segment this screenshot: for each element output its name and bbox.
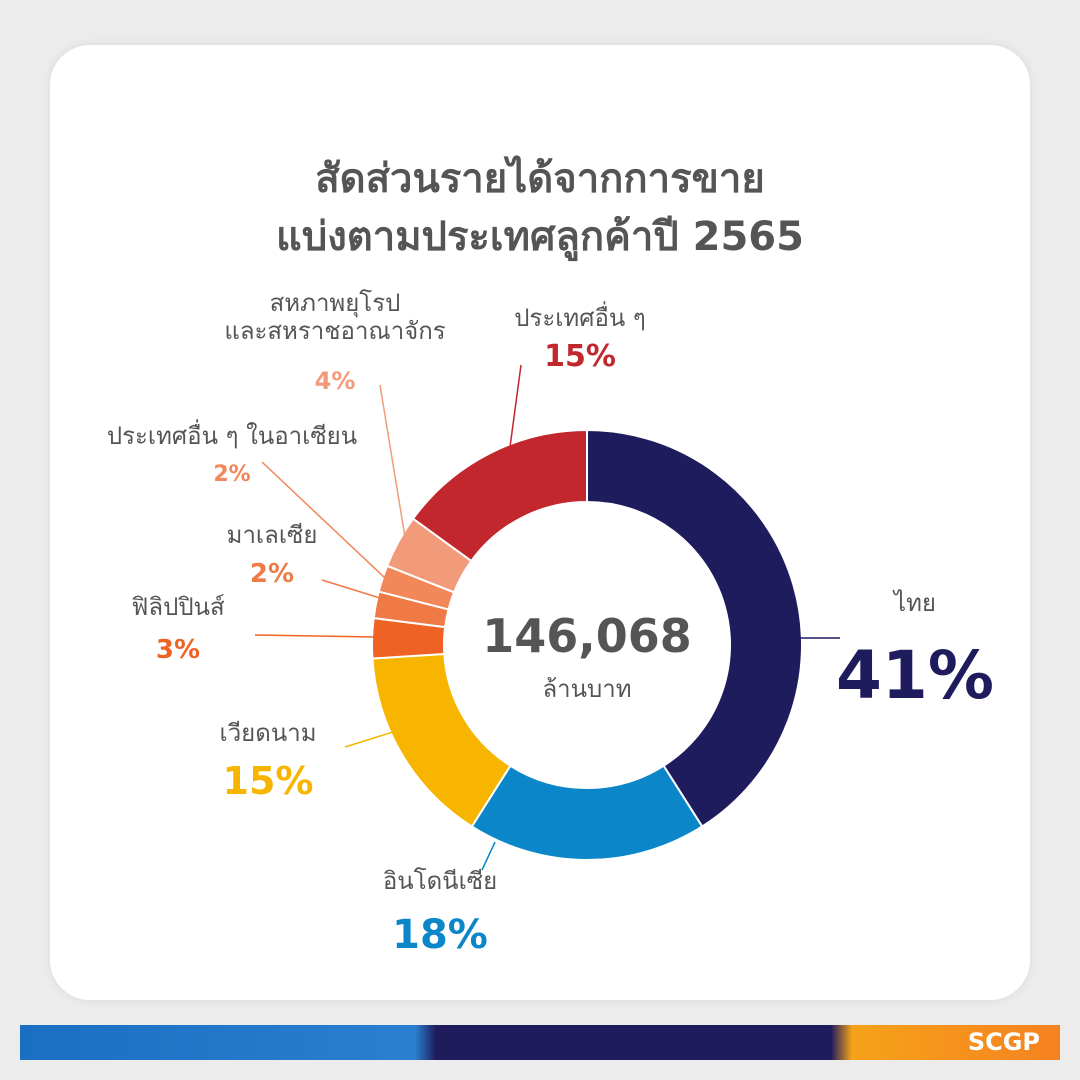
category-label: ประเทศอื่น ๆ ในอาเซียน — [106, 422, 358, 450]
category-label: สหภาพยุโรป และสหราชอาณาจักร — [224, 289, 446, 345]
category-label: ประเทศอื่น ๆ — [514, 304, 646, 332]
center-label: ล้านบาท — [542, 675, 631, 703]
value-label: 4% — [314, 367, 356, 395]
category-label: ไทย — [894, 589, 936, 617]
leader-line — [379, 384, 406, 538]
logo: SCGP — [967, 1028, 1040, 1056]
leader-line — [344, 731, 394, 748]
category-label: ฟิลิปปินส์ — [131, 593, 225, 621]
donut-segment — [411, 428, 588, 563]
value-label: 2% — [213, 462, 251, 487]
leader-line — [509, 364, 522, 448]
center-value: 146,068 — [482, 609, 692, 663]
footer-stripe — [20, 1025, 1060, 1060]
category-label: อินโดนีเซีย — [382, 867, 498, 895]
category-label: เวียดนาม — [219, 719, 317, 747]
category-label: มาเลเซีย — [226, 521, 318, 549]
leader-line — [321, 579, 381, 599]
donut-segment — [470, 764, 704, 862]
leader-line — [254, 634, 377, 638]
chart-title: สัดส่วนรายได้จากการขาย แบ่งตามประเทศลูกค… — [276, 156, 804, 260]
value-label: 15% — [222, 759, 314, 803]
value-label: 15% — [544, 339, 616, 374]
value-label: 2% — [249, 559, 295, 589]
leader-line — [261, 461, 386, 579]
value-label: 18% — [392, 912, 488, 958]
donut-segment — [586, 428, 803, 828]
leader-line — [481, 841, 496, 871]
value-label: 3% — [155, 635, 201, 665]
value-label: 41% — [836, 637, 994, 714]
